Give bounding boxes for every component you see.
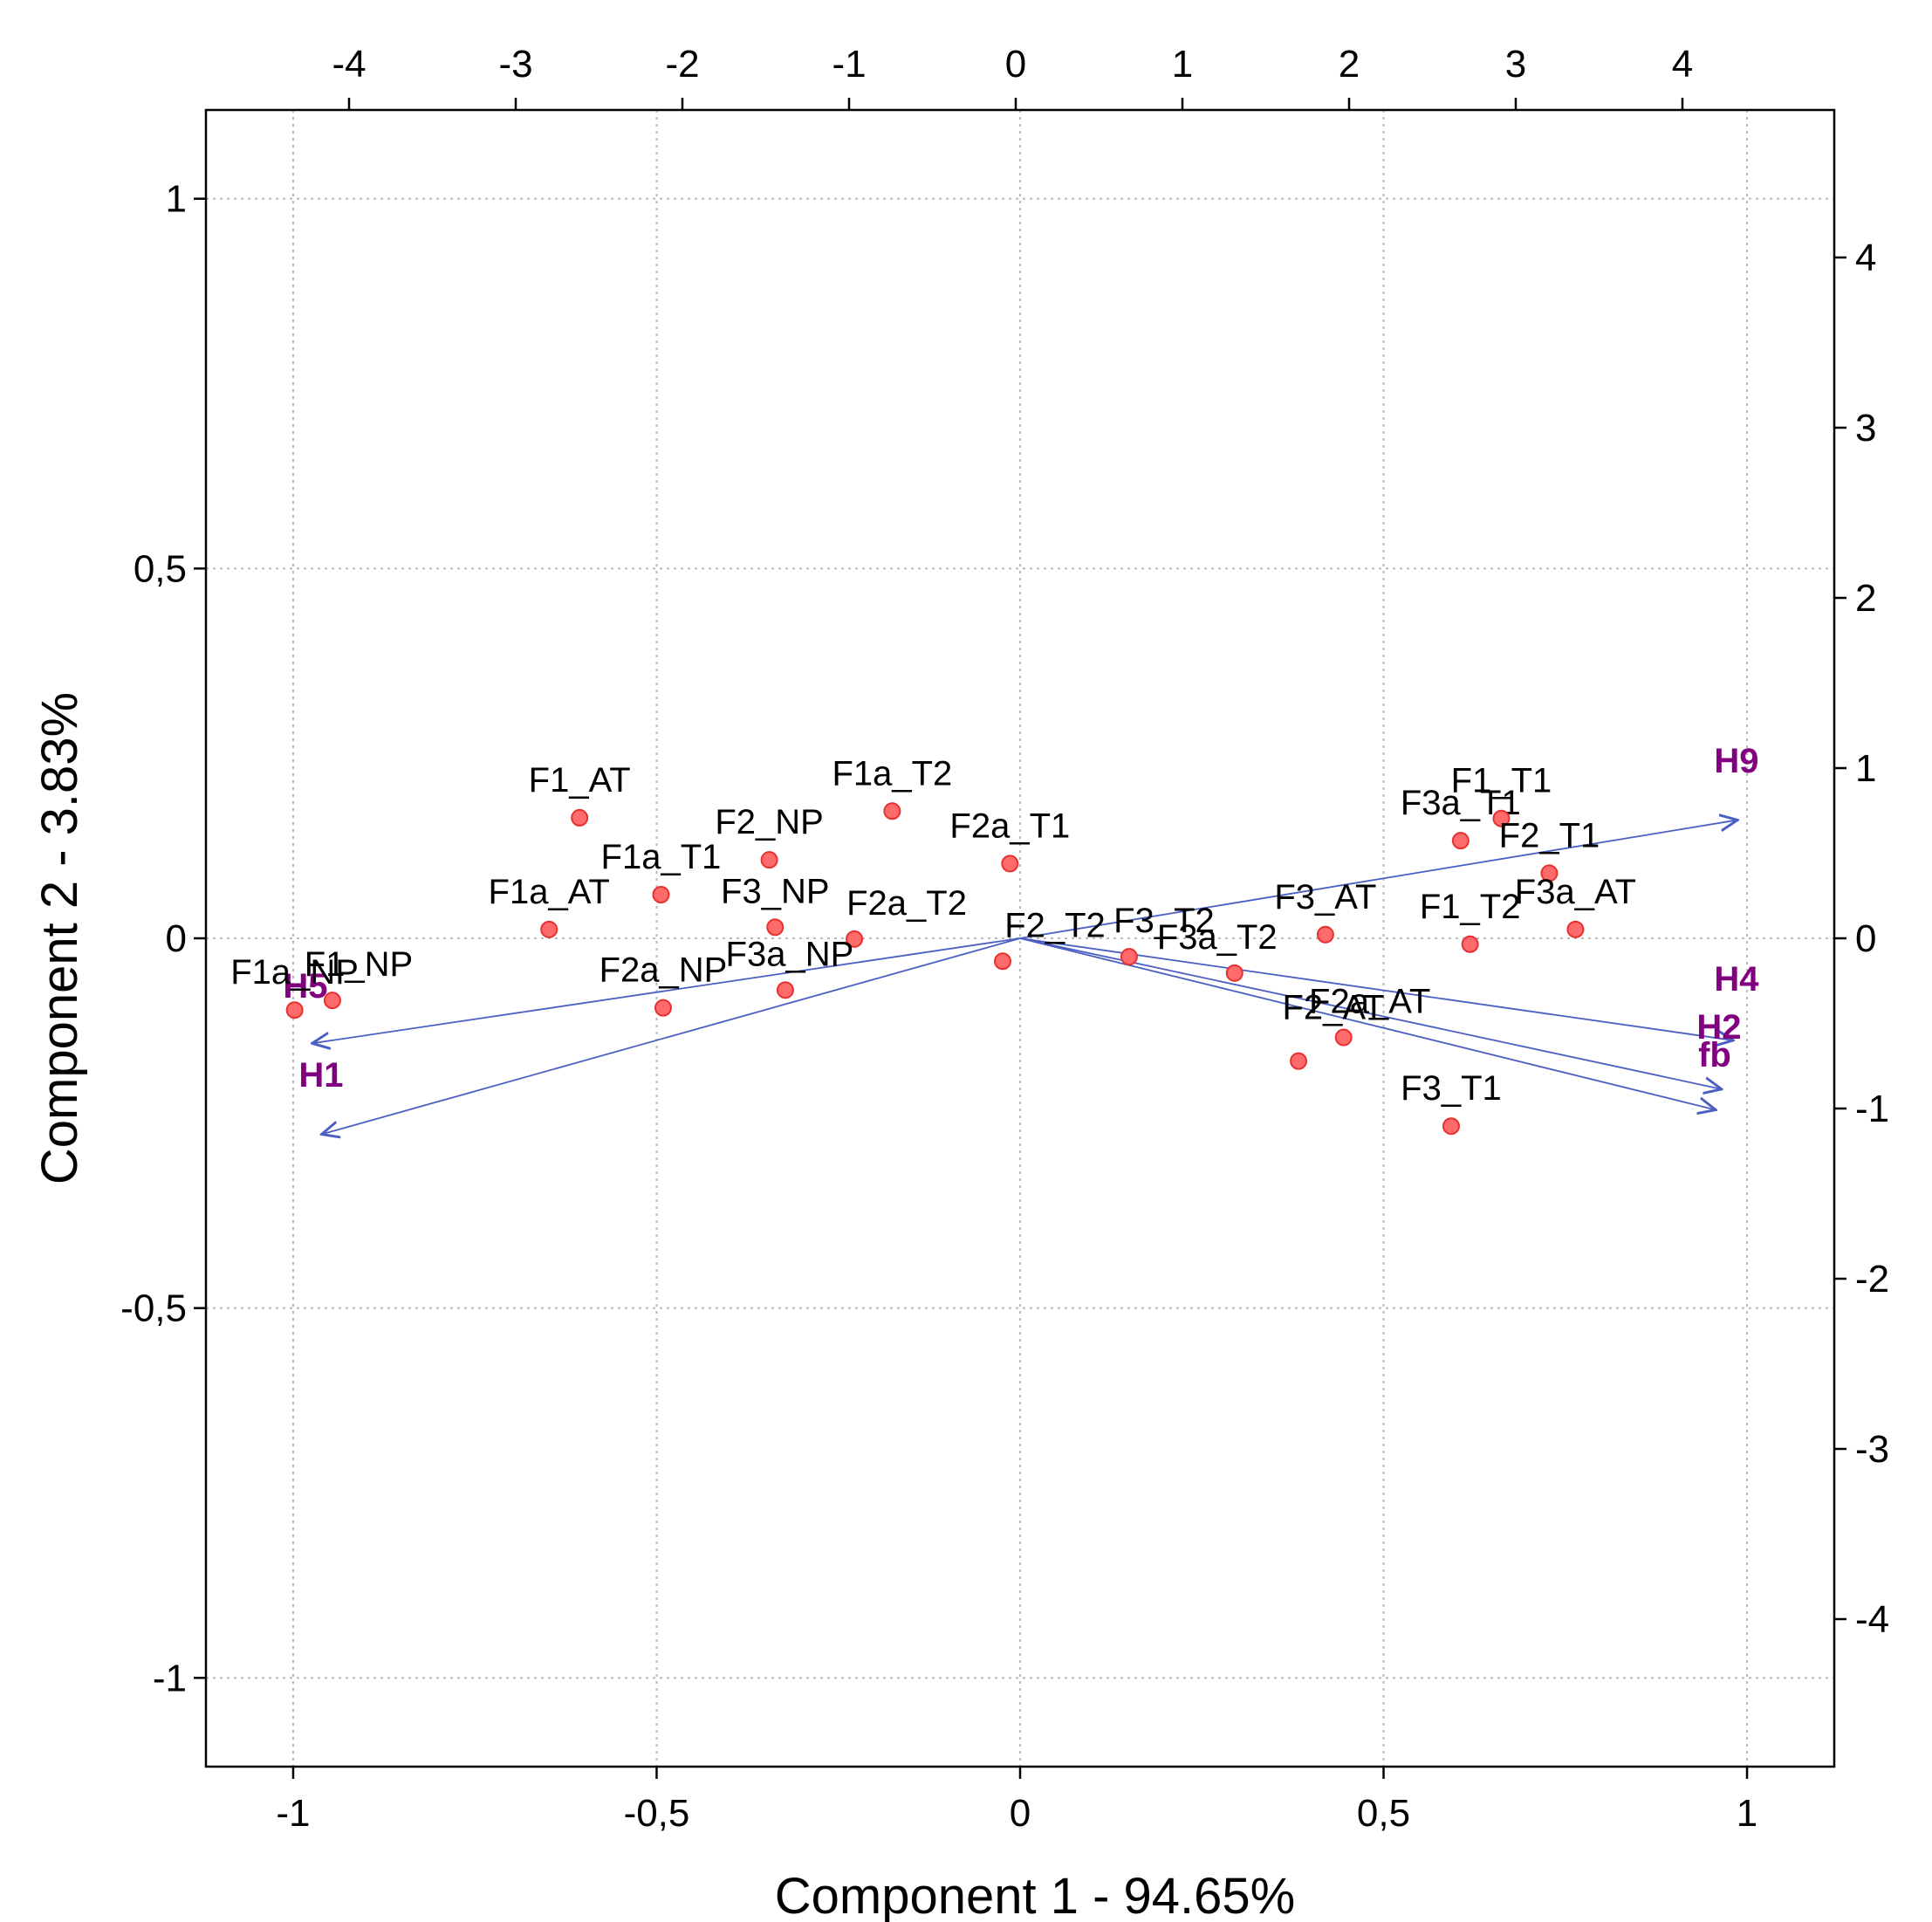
point-label-f2-at: F2_AT [1283,989,1385,1027]
point-label-f2-np: F2_NP [715,803,824,841]
point-label-f3a-at: F3a_AT [1515,873,1636,911]
top-tick-label: 1 [1172,43,1193,86]
right-tick-label: -1 [1855,1088,1889,1130]
y-tick-label: 0 [166,917,187,960]
point-label-f1a-t1: F1a_T1 [601,838,722,876]
axis-ticks: -1 -0,5 0 0,5 1 -1 -0,5 0 0,5 1 -4 -3 -2 -1 0 1 2 3 4 4 3 2 1 0… [120,43,1889,1835]
right-tick-label: 1 [1855,747,1876,790]
y-tick-label: -0,5 [120,1287,187,1330]
point-label-f1-at: F1_AT [529,761,631,800]
point-f2-at [1290,1052,1308,1070]
point-label-f2-t1: F2_T1 [1499,816,1600,855]
top-tick-label: 4 [1672,43,1693,86]
point-f1-at [571,808,589,827]
y-axis-title: Component 2 - 3.83% [31,692,88,1184]
point-label-f2-t2: F2_T2 [1004,906,1106,944]
point-label-f1-t1: F1_T1 [1451,762,1552,800]
point-f3-t1 [1442,1117,1460,1136]
x-tick-label: -1 [276,1792,310,1835]
point-f1-np [323,992,341,1010]
point-f1-t1 [1492,809,1511,827]
vector-h1 [321,937,1021,1135]
right-tick-label: 4 [1855,237,1876,279]
top-tick-label: 3 [1505,43,1526,86]
x-tick-label: 1 [1737,1792,1757,1835]
vector-h4 [1019,937,1733,1040]
point-label-f3-at: F3_AT [1274,878,1376,916]
point-f3a-t2 [1225,964,1243,982]
top-tick-label: 2 [1339,43,1360,86]
y-tick-label: 0,5 [134,547,187,590]
vector-fb [1019,937,1716,1110]
vector-label-h9: H9 [1714,742,1758,780]
right-tick-label: 0 [1855,917,1876,960]
point-label-f2a-np: F2a_NP [599,951,728,990]
point-label-f3-t1: F3_T1 [1401,1069,1502,1108]
top-tick-label: 0 [1005,43,1026,86]
right-tick-label: 2 [1855,577,1876,620]
point-f2a-np [654,999,672,1017]
point-f2-t1 [1540,864,1559,882]
point-f3a-at [1566,920,1585,938]
point-f3a-t1 [1451,832,1470,850]
right-tick-label: -2 [1855,1258,1889,1301]
vector-label-fb: fb [1698,1036,1731,1074]
x-tick-label: 0,5 [1357,1792,1410,1835]
vector-h2 [1019,937,1722,1089]
vector-label-h5: H5 [283,967,327,1006]
point-label-f2a-t1: F2a_T1 [949,807,1070,845]
point-f2-np [760,851,778,869]
point-label-f1-np: F1_NP [305,945,414,984]
point-f3-np [766,918,784,937]
point-label-f3a-np: F3a_NP [726,935,854,973]
top-tick-label: -2 [665,43,699,86]
point-f1a-t1 [652,886,670,904]
right-tick-label: 3 [1855,407,1876,450]
point-label-f1a-at: F1a_AT [489,873,610,911]
point-f3-at [1316,925,1334,944]
x-tick-label: -0,5 [624,1792,690,1835]
point-f3-t2 [1120,948,1138,966]
point-label-f1a-t2: F1a_T2 [832,754,952,793]
point-label-f3a-t2: F3a_T2 [1157,918,1278,957]
top-tick-label: -1 [832,43,866,86]
vector-h5 [312,937,1021,1043]
vector-label-h1: H1 [298,1056,343,1095]
point-label-f2a-t2: F2a_T2 [846,884,967,923]
point-f1a-at [540,920,558,938]
vector-label-h4: H4 [1714,960,1759,999]
x-axis-title: Component 1 - 94.65% [775,1868,1295,1922]
y-tick-label: -1 [153,1657,187,1699]
top-tick-label: -4 [332,43,366,86]
point-f1a-np [285,1001,304,1019]
point-f1-t2 [1461,935,1479,953]
point-f2-t2 [994,952,1012,971]
point-f2a-t2 [846,930,864,948]
point-label-f2a-at: F2a_AT [1309,983,1430,1021]
point-f2a-t1 [1001,855,1019,873]
point-label-f1a-np: F1a_NP [230,953,359,992]
point-label-f3-t2: F3_T2 [1113,902,1215,940]
right-tick-label: -3 [1855,1428,1889,1471]
x-tick-label: 0 [1010,1792,1031,1835]
right-tick-label: -4 [1855,1598,1889,1641]
point-f3a-np [776,981,794,999]
point-label-f3-np: F3_NP [721,872,830,910]
point-label-f1-t2: F1_T2 [1420,888,1521,926]
point-f1a-t2 [883,802,901,820]
point-f2a-at [1334,1028,1353,1047]
top-tick-label: -3 [498,43,532,86]
vector-h9 [1019,820,1737,939]
vector-label-h2: H2 [1696,1008,1741,1047]
y-tick-label: 1 [166,178,187,221]
